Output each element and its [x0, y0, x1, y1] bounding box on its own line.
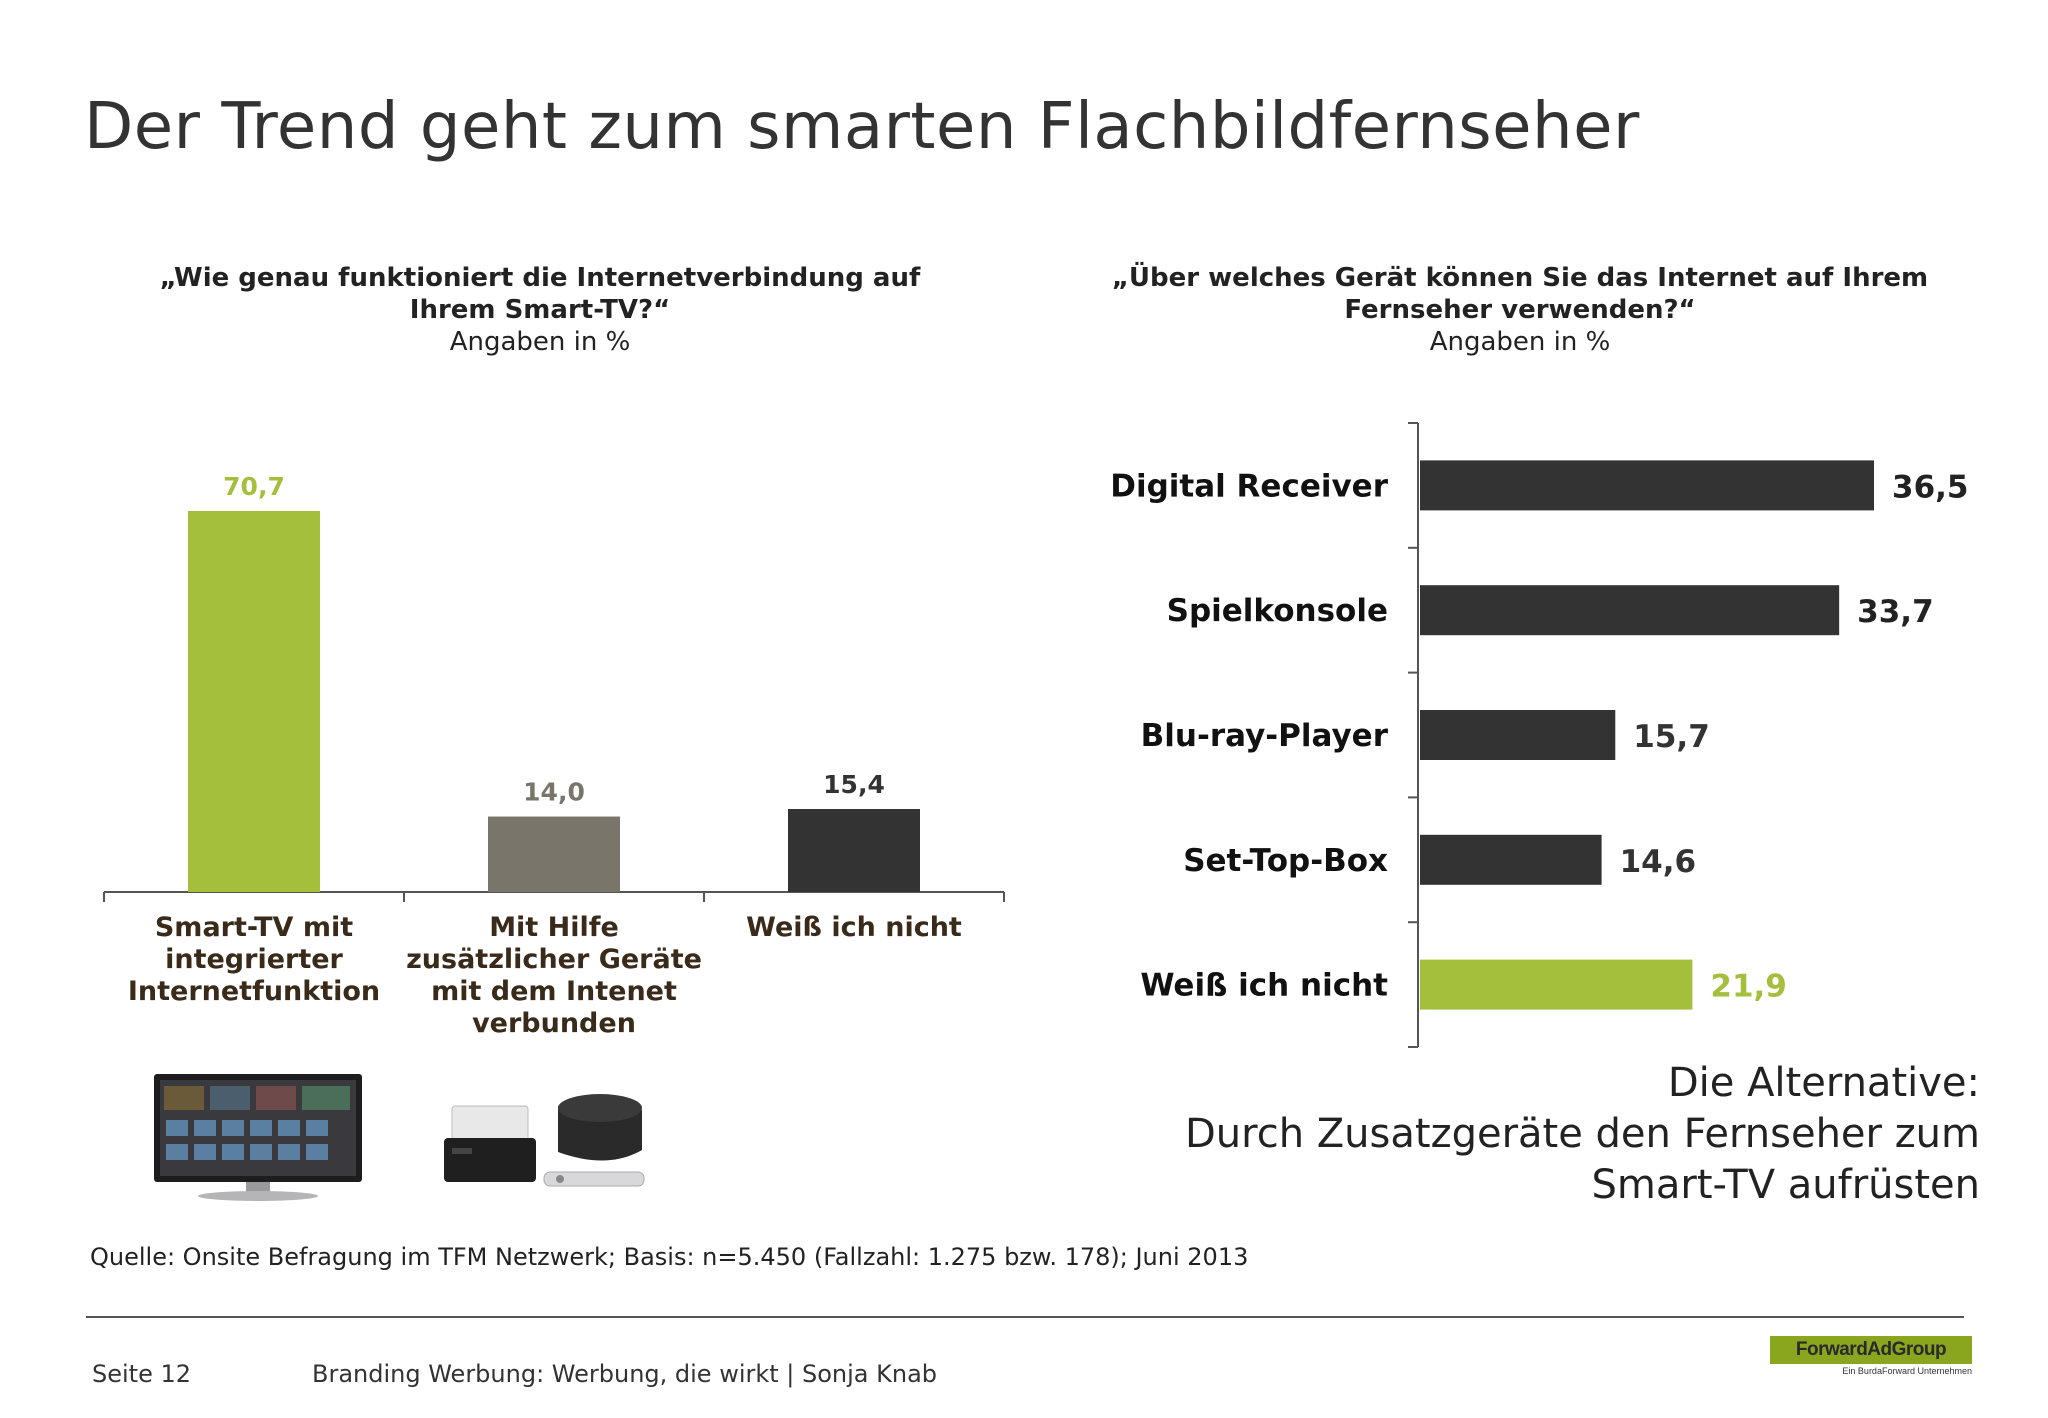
right-question-unit: Angaben in % [1429, 327, 1611, 357]
left-category-label-line: mit dem Intenet [431, 976, 677, 1007]
right-bar [1420, 585, 1840, 636]
left-bar-value-label: 14,0 [523, 778, 585, 807]
right-chart-question: „Über welches Gerät können Sie das Inter… [1060, 262, 1980, 358]
alternative-text: Die Alternative: Durch Zusatzgeräte den … [1040, 1058, 1980, 1211]
page-number: Seite 12 [92, 1360, 192, 1388]
right-bar-value-label: 36,5 [1892, 469, 1969, 505]
forwardadgroup-logo: ForwardAdGroup Ein BurdaForward Unterneh… [1770, 1336, 1972, 1376]
left-category-label-line: zusätzlicher Geräte [406, 944, 702, 975]
left-bar [488, 816, 620, 892]
left-category-label: Mit Hilfe zusätzlicher Geräte mit dem Inte… [404, 912, 704, 1040]
alternative-line3: Smart-TV aufrüsten [1591, 1162, 1981, 1208]
left-bar-chart: 70,7 14,0 15,4 [103, 472, 1005, 902]
left-bar [788, 809, 920, 892]
logo-subtext: Ein BurdaForward Unternehmen [1842, 1366, 1972, 1376]
right-bar-value-label: 15,7 [1633, 719, 1710, 755]
left-question-line2: Ihrem Smart-TV?“ [409, 295, 671, 325]
left-chart-question: „Wie genau funktioniert die Internetverb… [100, 262, 980, 358]
right-question-line1: „Über welches Gerät können Sie das Inter… [1111, 263, 1929, 293]
right-category-label: Set-Top-Box [1183, 843, 1388, 879]
left-bar-value-label: 70,7 [223, 472, 285, 501]
right-bar [1420, 834, 1602, 885]
left-bar-value-label: 15,4 [823, 770, 885, 799]
footer-divider [86, 1316, 1964, 1318]
footer-text: Branding Werbung: Werbung, die wirkt | S… [312, 1360, 938, 1388]
left-category-label-line: Mit Hilfe [489, 912, 619, 943]
right-category-label: Weiß ich nicht [1140, 968, 1388, 1004]
source-note: Quelle: Onsite Befragung im TFM Netzwerk… [90, 1243, 1249, 1271]
left-question-unit: Angaben in % [449, 327, 631, 357]
set-top-box-photo-icon [444, 1094, 645, 1187]
right-bar-value-label: 14,6 [1620, 844, 1697, 880]
right-bar-value-label: 33,7 [1857, 594, 1934, 630]
right-bar [1420, 460, 1874, 511]
left-category-label-line: Internetfunktion [127, 976, 381, 1007]
right-bar-chart: Digital Receiver 36,5 Spielkonsole 33,7 Blu-… [1110, 422, 1969, 1048]
right-bar [1420, 710, 1616, 760]
right-bar-value-label: 21,9 [1710, 969, 1787, 1005]
left-question-line1: „Wie genau funktioniert die Internetverb… [159, 263, 921, 293]
right-category-label: Spielkonsole [1167, 593, 1388, 629]
alternative-line2: Durch Zusatzgeräte den Fernseher zum [1185, 1111, 1980, 1157]
smart-tv-photo-icon [154, 1074, 362, 1201]
alternative-line1: Die Alternative: [1667, 1060, 1980, 1106]
left-category-label: Smart-TV mit integrierter Internetfunktion [104, 912, 404, 1008]
logo-text: ForwardAdGroup [1770, 1336, 1972, 1364]
right-question-line2: Fernseher verwenden?“ [1344, 295, 1696, 325]
right-category-label: Digital Receiver [1110, 468, 1388, 504]
page-title: Der Trend geht zum smarten Flachbildfern… [84, 90, 1640, 164]
left-category-label-line: Weiß ich nicht [746, 912, 962, 943]
left-category-label: Weiß ich nicht [704, 912, 1004, 944]
right-bar [1420, 959, 1693, 1010]
right-category-label: Blu-ray-Player [1141, 718, 1389, 754]
left-category-label-line: Smart-TV mit [154, 912, 354, 943]
left-bar [188, 511, 320, 892]
left-category-label-line: integrierter [165, 944, 343, 975]
left-category-label-line: verbunden [472, 1008, 636, 1039]
